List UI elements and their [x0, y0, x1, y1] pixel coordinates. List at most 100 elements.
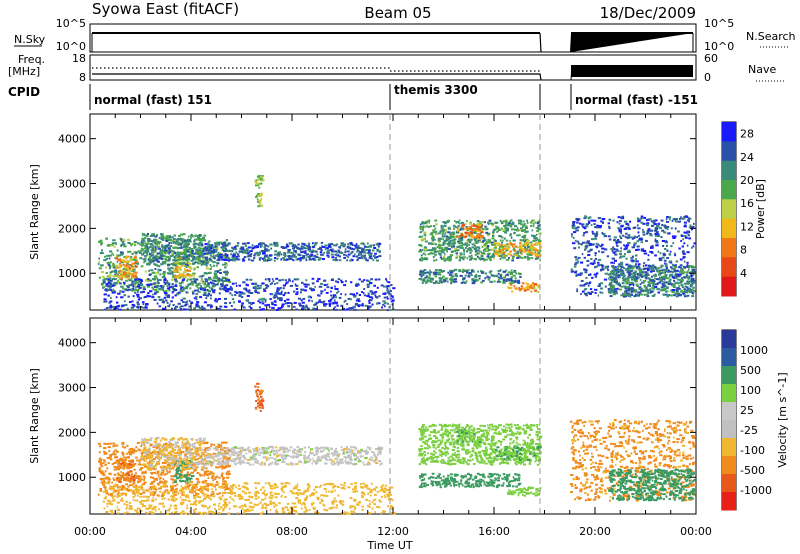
echo-cell — [644, 267, 647, 270]
echo-cell — [340, 304, 344, 307]
echo-cell — [362, 243, 366, 246]
echo-cell — [266, 248, 269, 251]
echo-cell — [134, 244, 137, 246]
echo-cell — [310, 253, 314, 256]
echo-cell — [160, 298, 164, 301]
echo-cell — [164, 251, 168, 254]
echo-cell — [608, 227, 611, 230]
echo-cell — [383, 302, 387, 305]
echo-cell — [165, 244, 169, 247]
echo-cell — [624, 247, 628, 250]
echo-cell — [665, 267, 668, 269]
echo-cell — [134, 261, 139, 263]
echo-cell — [658, 227, 662, 229]
echo-cell — [615, 241, 618, 244]
echo-cell — [655, 269, 658, 272]
echo-cell — [672, 267, 676, 270]
echo-cell — [504, 245, 508, 248]
echo-cell — [638, 271, 642, 274]
echo-cell — [473, 280, 477, 283]
echo-cell — [669, 278, 672, 281]
echo-cell — [661, 256, 665, 259]
echo-cell — [614, 253, 618, 256]
echo-cell — [465, 244, 468, 247]
echo-cell — [678, 285, 680, 287]
echo-cell — [635, 236, 637, 239]
echo-cell — [130, 283, 134, 286]
echo-cell — [671, 220, 674, 222]
echo-cell — [184, 252, 187, 255]
echo-cell — [680, 284, 683, 287]
echo-cell — [424, 253, 427, 256]
echo-cell — [107, 282, 111, 284]
echo-cell — [638, 273, 640, 276]
power-ylabel: Slant Range [km] — [28, 164, 41, 260]
echo-cell — [172, 259, 176, 262]
echo-cell — [476, 234, 479, 237]
echo-cell — [149, 257, 152, 259]
echo-cell — [104, 255, 106, 258]
echo-cell — [575, 258, 579, 261]
echo-cell — [520, 223, 524, 226]
echo-cell — [214, 272, 218, 275]
echo-cell — [649, 291, 652, 294]
echo-cell — [204, 249, 207, 252]
echo-cell — [463, 277, 466, 280]
echo-cell — [537, 251, 541, 254]
echo-cell — [180, 299, 183, 302]
echo-cell — [440, 247, 444, 250]
echo-cell — [578, 218, 581, 221]
echo-cell — [166, 280, 169, 282]
echo-cell — [144, 257, 147, 260]
echo-cell — [517, 246, 521, 249]
echo-cell — [476, 249, 480, 252]
echo-cell — [197, 236, 201, 239]
echo-cell — [509, 220, 511, 223]
echo-cell — [432, 229, 435, 232]
echo-cell — [449, 278, 452, 281]
echo-cell — [263, 257, 266, 260]
echo-cell — [266, 250, 269, 252]
echo-cell — [535, 239, 537, 242]
echo-cell — [494, 240, 497, 242]
echo-cell — [216, 278, 220, 281]
echo-cell — [332, 258, 336, 261]
echo-cell — [131, 275, 135, 277]
echo-cell — [468, 239, 472, 242]
echo-cell — [164, 299, 168, 302]
echo-cell — [308, 248, 311, 251]
echo-cell — [641, 281, 645, 284]
echo-cell — [219, 288, 222, 291]
echo-cell — [98, 240, 102, 243]
echo-cell — [224, 262, 227, 264]
echo-cell — [192, 274, 195, 277]
echo-cell — [181, 289, 185, 292]
echo-cell — [436, 250, 440, 253]
echo-cell — [645, 287, 649, 290]
echo-cell — [682, 265, 686, 268]
echo-cell — [119, 459, 123, 462]
echo-cell — [500, 222, 504, 225]
echo-cell — [444, 247, 446, 250]
echo-cell — [219, 279, 222, 282]
echo-cell — [152, 480, 156, 483]
echo-cell — [509, 271, 513, 274]
echo-cell — [314, 242, 318, 244]
echo-cell — [300, 258, 303, 261]
echo-cell — [221, 467, 224, 470]
echo-cell — [502, 251, 506, 254]
echo-cell — [200, 234, 202, 237]
echo-cell — [324, 244, 328, 247]
echo-cell — [458, 219, 461, 222]
echo-cell — [155, 289, 158, 292]
echo-cell — [158, 242, 160, 245]
echo-cell — [115, 242, 117, 245]
echo-cell — [108, 301, 111, 304]
echo-cell — [534, 251, 537, 254]
echo-cell — [184, 286, 187, 289]
echo-cell — [320, 253, 323, 256]
echo-cell — [462, 281, 466, 284]
echo-cell — [103, 259, 107, 262]
echo-cell — [99, 458, 103, 461]
echo-cell — [156, 291, 159, 293]
